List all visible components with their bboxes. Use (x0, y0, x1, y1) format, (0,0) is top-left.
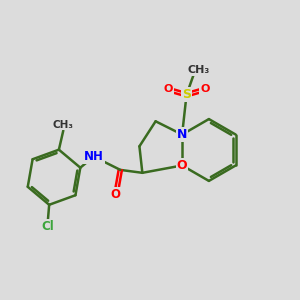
Text: S: S (182, 88, 191, 101)
Text: CH₃: CH₃ (53, 120, 74, 130)
Text: CH₃: CH₃ (187, 65, 209, 75)
Text: O: O (111, 188, 121, 201)
Text: NH: NH (84, 150, 104, 163)
Text: O: O (164, 85, 173, 94)
Text: Cl: Cl (41, 220, 54, 233)
Text: O: O (177, 159, 188, 172)
Text: O: O (200, 85, 209, 94)
Text: N: N (177, 128, 187, 141)
